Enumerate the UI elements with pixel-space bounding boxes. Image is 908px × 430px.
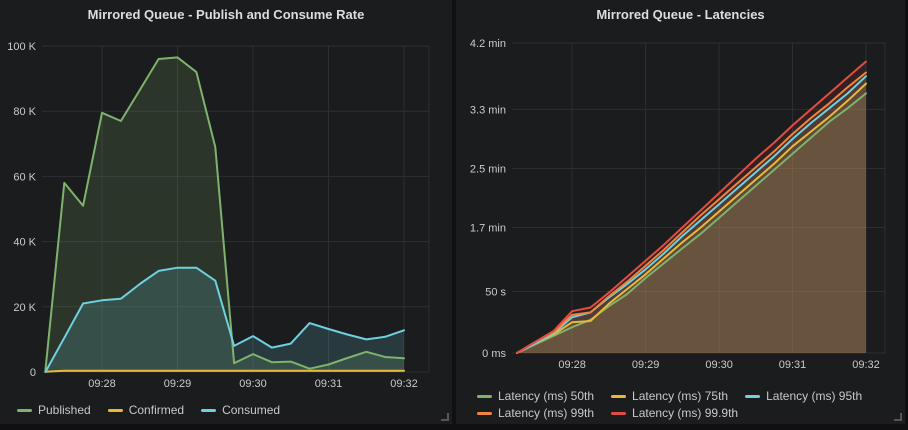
legend-row: Latency (ms) 99th Latency (ms) 99.9th: [477, 406, 862, 420]
legend-swatch-icon: [107, 408, 123, 412]
line-latency-ms-99-9th: [516, 60, 867, 354]
area-latency-ms-95th: [517, 76, 866, 353]
legend-swatch-icon: [611, 394, 627, 398]
axis-labels: 100 K 80 K 60 K 40 K 20 K 0 09:28 09:29 09:30 09:…: [7, 41, 418, 390]
y-axis-tick-label: 100 K: [7, 41, 36, 53]
x-axis-tick-label: 09:29: [632, 359, 660, 371]
panel-title[interactable]: Mirrored Queue - Publish and Consume Rat…: [87, 7, 365, 22]
series-areas: [45, 57, 405, 373]
legend-swatch-icon: [201, 408, 217, 412]
legend-item-latency-ms-99th[interactable]: Latency (ms) 99th: [477, 406, 594, 420]
legend-item-consumed[interactable]: Consumed: [201, 403, 280, 417]
area-published: [45, 57, 405, 373]
y-axis-tick-label: 0 ms: [482, 348, 506, 360]
panel-resize-handle[interactable]: [441, 413, 449, 421]
x-axis-tick-label: 09:29: [164, 378, 192, 390]
line-latency-ms-50th: [516, 92, 867, 354]
legend-item-latency-ms-50th[interactable]: Latency (ms) 50th: [477, 389, 594, 403]
grid-lines: [42, 45, 430, 373]
x-axis-tick-label: 09:30: [239, 378, 267, 390]
x-axis-tick-label: 09:32: [390, 378, 418, 390]
x-axis-tick-label: 09:28: [88, 378, 116, 390]
line-latency-ms-95th: [516, 75, 867, 354]
y-axis-tick-label: 0: [30, 367, 36, 379]
latencies-chart[interactable]: 4.2 min 3.3 min 2.5 min 1.7 min 50 s 0 ms 09:2…: [456, 0, 905, 424]
area-latency-ms-99-9th: [517, 61, 866, 353]
legend-item-published[interactable]: Published: [17, 403, 91, 417]
legend-item-label: Consumed: [222, 403, 281, 417]
panel-title[interactable]: Mirrored Queue - Latencies: [596, 7, 765, 22]
y-axis-tick-label: 50 s: [485, 287, 506, 299]
panel-latencies: Mirrored Queue - Latencies 4.2 min 3.3 mi…: [456, 0, 905, 424]
legend-item-label: Confirmed: [128, 403, 185, 417]
legend-swatch-icon: [611, 411, 627, 415]
area-latency-ms-75th: [517, 83, 866, 353]
series-lines: [516, 60, 867, 354]
legend-swatch-icon: [745, 394, 761, 398]
legend: Published Confirmed Consumed: [17, 400, 280, 417]
y-axis-tick-label: 60 K: [13, 171, 36, 183]
publish-consume-rate-chart[interactable]: 100 K 80 K 60 K 40 K 20 K 0 09:28 09:29 09:30 09:…: [0, 0, 452, 424]
series-lines: [44, 56, 405, 373]
legend-swatch-icon: [477, 411, 492, 415]
y-axis-tick-label: 4.2 min: [470, 38, 506, 50]
x-axis-tick-label: 09:32: [852, 359, 880, 371]
legend-item-label: Published: [38, 403, 91, 417]
legend-item-label: Latency (ms) 99th: [498, 406, 595, 420]
area-consumed: [45, 267, 405, 372]
x-axis-tick-label: 09:31: [315, 378, 343, 390]
line-published: [44, 56, 405, 372]
legend: Latency (ms) 50th Latency (ms) 75th Latenc…: [477, 386, 862, 420]
y-axis-tick-label: 80 K: [13, 106, 36, 118]
legend-item-confirmed[interactable]: Confirmed: [107, 403, 185, 417]
axis-labels: 4.2 min 3.3 min 2.5 min 1.7 min 50 s 0 ms 09:2…: [470, 38, 880, 371]
legend-item-latency-ms-99-9th[interactable]: Latency (ms) 99.9th: [611, 406, 738, 420]
panel-resize-handle[interactable]: [894, 413, 902, 421]
line-latency-ms-75th: [516, 82, 867, 354]
legend-swatch-icon: [477, 394, 492, 398]
x-axis-tick-label: 09:28: [558, 359, 586, 371]
line-confirmed: [44, 369, 405, 373]
legend-swatch-icon: [17, 408, 32, 412]
area-latency-ms-50th: [517, 93, 866, 354]
y-axis-tick-label: 1.7 min: [470, 223, 506, 235]
x-axis-tick-label: 09:31: [779, 359, 807, 371]
x-axis-tick-label: 09:30: [705, 359, 733, 371]
area-latency-ms-99th: [517, 72, 866, 353]
legend-row: Published Confirmed Consumed: [17, 403, 280, 417]
panel-publish-consume-rate: Mirrored Queue - Publish and Consume Rat…: [0, 0, 452, 424]
y-axis-tick-label: 2.5 min: [470, 164, 506, 176]
legend-item-label: Latency (ms) 75th: [632, 389, 729, 403]
line-consumed: [44, 266, 405, 373]
legend-item-latency-ms-75th[interactable]: Latency (ms) 75th: [611, 389, 728, 403]
series-areas: [517, 61, 866, 354]
legend-item-label: Latency (ms) 95th: [766, 389, 863, 403]
legend-item-latency-ms-95th[interactable]: Latency (ms) 95th: [745, 389, 862, 403]
y-axis-tick-label: 3.3 min: [470, 104, 506, 116]
line-latency-ms-99th: [516, 71, 867, 354]
legend-item-label: Latency (ms) 50th: [498, 389, 595, 403]
legend-item-label: Latency (ms) 99.9th: [632, 406, 739, 420]
legend-row: Latency (ms) 50th Latency (ms) 75th Latenc…: [477, 389, 862, 403]
y-axis-tick-label: 40 K: [13, 237, 36, 249]
y-axis-tick-label: 20 K: [13, 302, 36, 314]
